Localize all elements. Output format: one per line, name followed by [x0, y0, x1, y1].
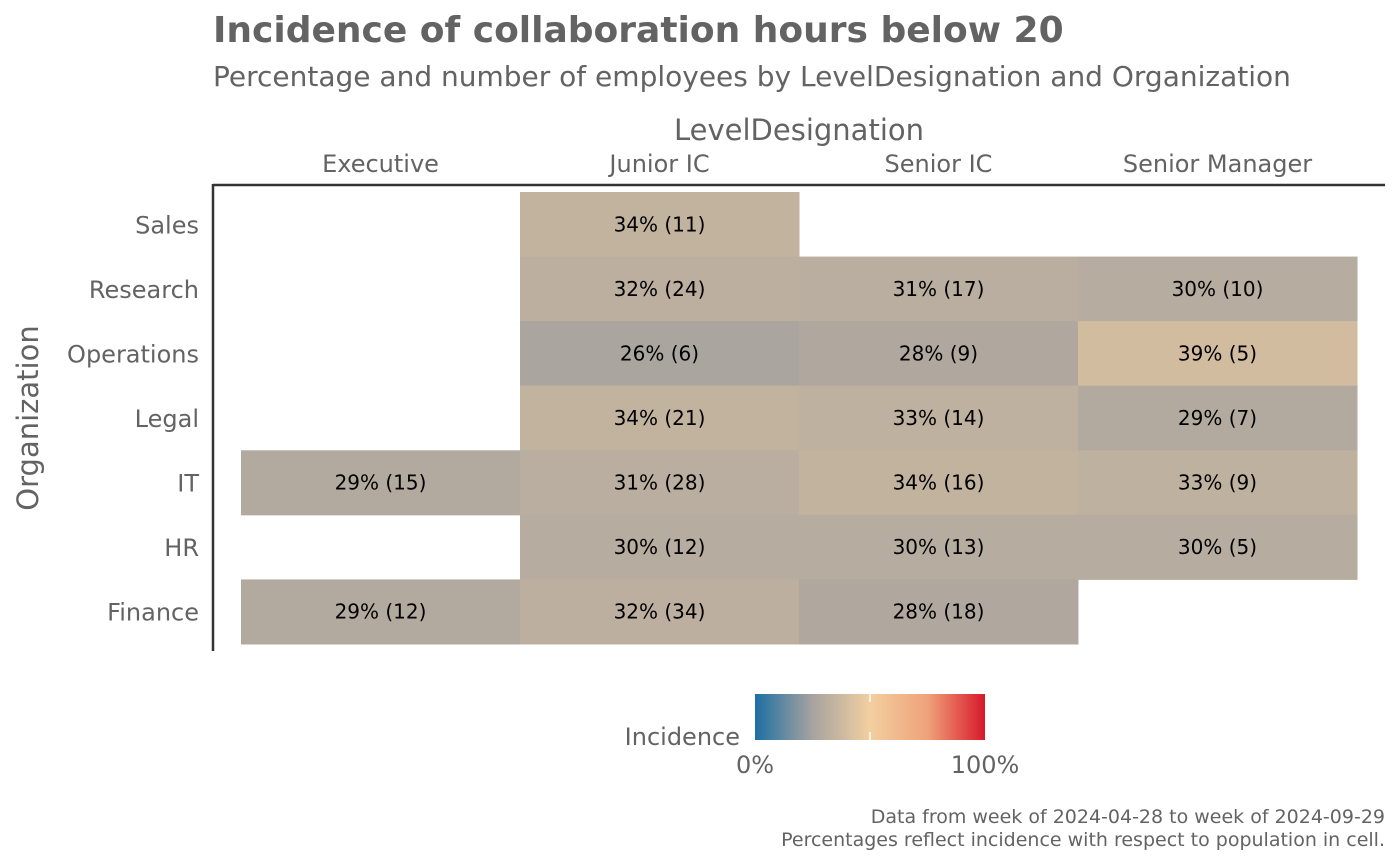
cell-label-operations-senior-ic: 28% (9)	[899, 341, 978, 365]
heatmap-cell-operations-senior-manager	[1078, 321, 1358, 387]
x-tick-senior-ic: Senior IC	[885, 150, 993, 178]
x-tick-senior-manager: Senior Manager	[1123, 150, 1312, 178]
heatmap-cell-legal-senior-manager	[1078, 385, 1358, 451]
y-tick-operations: Operations	[67, 340, 199, 368]
chart-subtitle: Percentage and number of employees by Le…	[213, 60, 1291, 93]
legend-min-label: 0%	[736, 751, 774, 779]
y-tick-sales: Sales	[135, 211, 199, 239]
heatmap-cell-finance-senior-ic	[799, 579, 1079, 645]
heatmap-cell-hr-senior-ic	[799, 514, 1079, 580]
cell-label-operations-junior-ic: 26% (6)	[620, 341, 699, 365]
heatmap-cell-hr-senior-manager	[1078, 514, 1358, 580]
heatmap-cell-finance-executive	[241, 579, 521, 645]
heatmap-cell-sales-junior-ic	[520, 192, 800, 258]
cell-label-it-senior-ic: 34% (16)	[893, 471, 985, 495]
x-axis-title: LevelDesignation	[674, 113, 924, 147]
cell-label-operations-senior-manager: 39% (5)	[1178, 341, 1257, 365]
x-tick-junior-ic: Junior IC	[607, 150, 709, 178]
heatmap-cell-research-junior-ic	[520, 256, 800, 322]
cell-label-it-senior-manager: 33% (9)	[1178, 471, 1257, 495]
cell-label-hr-senior-ic: 30% (13)	[893, 535, 985, 559]
cell-label-legal-senior-manager: 29% (7)	[1178, 406, 1257, 430]
heatmap-cell-finance-junior-ic	[520, 579, 800, 645]
caption-line-1: Data from week of 2024-04-28 to week of …	[871, 806, 1385, 828]
color-legend: Incidence 0% 100%	[625, 694, 1020, 779]
cell-label-it-executive: 29% (15)	[335, 471, 427, 495]
cell-label-finance-senior-ic: 28% (18)	[893, 600, 985, 624]
y-tick-research: Research	[89, 276, 199, 304]
heatmap-cell-operations-senior-ic	[799, 321, 1079, 387]
cell-label-legal-senior-ic: 33% (14)	[893, 406, 985, 430]
cell-label-hr-senior-manager: 30% (5)	[1178, 535, 1257, 559]
x-tick-labels: Executive Junior IC Senior IC Senior Manage…	[322, 150, 1312, 178]
x-tick-executive: Executive	[322, 150, 439, 178]
cell-label-hr-junior-ic: 30% (12)	[614, 535, 706, 559]
cell-label-research-junior-ic: 32% (24)	[614, 277, 706, 301]
heatmap-cell-operations-junior-ic	[520, 321, 800, 387]
y-tick-hr: HR	[164, 534, 199, 562]
heatmap-cell-legal-junior-ic	[520, 385, 800, 451]
heatmap-cell-it-executive	[241, 450, 521, 516]
y-tick-finance: Finance	[107, 599, 199, 627]
cell-label-finance-junior-ic: 32% (34)	[614, 600, 706, 624]
heatmap-cell-research-senior-ic	[799, 256, 1079, 322]
heatmap-cell-research-senior-manager	[1078, 256, 1358, 322]
y-tick-legal: Legal	[135, 405, 199, 433]
chart-title: Incidence of collaboration hours below 2…	[213, 10, 1064, 51]
cell-label-research-senior-manager: 30% (10)	[1172, 277, 1264, 301]
legend-title: Incidence	[625, 723, 740, 751]
cell-label-finance-executive: 29% (12)	[335, 600, 427, 624]
cell-label-sales-junior-ic: 34% (11)	[614, 212, 706, 236]
heatmap-cell-hr-junior-ic	[520, 514, 800, 580]
y-tick-labels: Sales Research Operations Legal IT HR Finance	[67, 211, 199, 626]
legend-max-label: 100%	[951, 751, 1020, 779]
cell-label-legal-junior-ic: 34% (21)	[614, 406, 706, 430]
heatmap-cell-legal-senior-ic	[799, 385, 1079, 451]
cell-label-research-senior-ic: 31% (17)	[893, 277, 985, 301]
heatmap-cell-it-senior-manager	[1078, 450, 1358, 516]
heatmap-cell-it-junior-ic	[520, 450, 800, 516]
caption-line-2: Percentages reflect incidence with respe…	[781, 829, 1385, 851]
y-axis-title: Organization	[11, 325, 45, 510]
cell-label-it-junior-ic: 31% (28)	[614, 471, 706, 495]
y-tick-it: IT	[177, 470, 199, 498]
heatmap-cell-it-senior-ic	[799, 450, 1079, 516]
heatmap-cells: 34% (11) 32% (24) 31% (17) 30% (10) 26% (6) 2…	[241, 192, 1358, 645]
